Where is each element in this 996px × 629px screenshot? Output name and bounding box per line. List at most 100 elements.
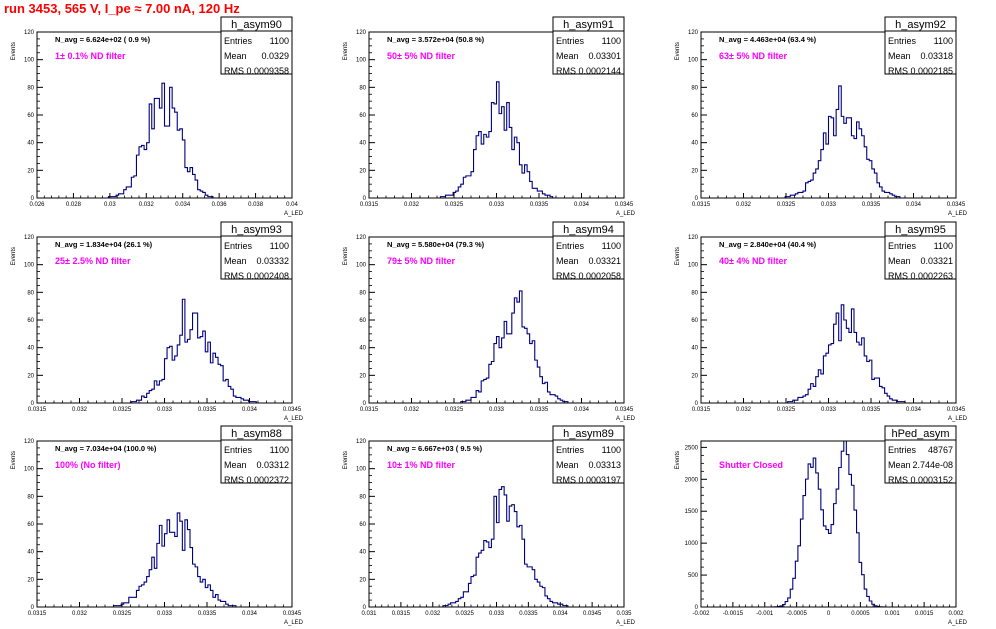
stats-mean-label: Mean <box>224 51 247 61</box>
x-tick-label: 0.0325 <box>113 611 132 617</box>
x-tick-label: 0.028 <box>66 202 82 208</box>
x-tick-label: 0.0335 <box>198 611 217 617</box>
y-tick-label: 60 <box>27 522 34 528</box>
x-tick-label: 0.033 <box>157 611 173 617</box>
histogram-panel-h_asym89: 0.031 0.0315 0.032 0.0325 0.033 0.0335 0.034 0.… <box>343 425 636 626</box>
x-tick-label: 0.034 <box>906 407 922 413</box>
x-tick-label: 0.04 <box>286 202 298 208</box>
y-tick-label: 100 <box>24 467 35 473</box>
y-tick-label: 20 <box>691 373 698 379</box>
stats-rms-value: 0.0002408 <box>246 271 289 281</box>
y-tick-label: 20 <box>359 577 366 583</box>
stats-entries-value: 1100 <box>602 241 621 251</box>
y-tick-label: 40 <box>691 346 698 352</box>
stats-entries-label: Entries <box>888 36 917 46</box>
x-tick-label: 0.0335 <box>198 407 217 413</box>
navg-label: N_avg = 4.463e+04 (63.4 %) <box>719 35 817 44</box>
histogram-line <box>37 82 292 199</box>
y-tick-label: 0 <box>695 401 699 407</box>
x-tick-label: 0.032 <box>736 202 752 208</box>
navg-label: N_avg = 1.834e+04 (26.1 %) <box>55 240 153 249</box>
stats-rms-label: RMS <box>224 475 244 485</box>
stats-rms-value: 0.0009358 <box>246 66 289 76</box>
x-axis-title: A_LED <box>284 211 304 217</box>
stats-mean-value: 0.03318 <box>920 51 953 61</box>
stats-box <box>220 425 293 484</box>
stats-entries-value: 1100 <box>934 241 953 251</box>
y-tick-label: 80 <box>27 290 34 296</box>
stats-entries-label: Entries <box>224 241 253 251</box>
y-tick-label: 100 <box>688 263 699 269</box>
histogram-name: h_asym94 <box>563 224 614 236</box>
x-tick-label: 0.0345 <box>583 611 602 617</box>
x-tick-label: 0.0315 <box>692 202 711 208</box>
navg-label: N_avg = 6.667e+03 ( 9.5 %) <box>387 444 483 453</box>
x-tick-label: 0.0345 <box>283 407 302 413</box>
x-tick-label: 0.034 <box>242 407 258 413</box>
histogram-name: h_asym91 <box>563 19 614 31</box>
x-tick-label: 0.033 <box>157 407 173 413</box>
filter-label: 100% (No filter) <box>55 460 121 470</box>
y-tick-label: 20 <box>359 168 366 174</box>
stats-mean-label: Mean <box>888 256 911 266</box>
x-tick-label: 0.0315 <box>360 407 379 413</box>
y-tick-label: 40 <box>27 346 34 352</box>
stats-box <box>552 16 625 75</box>
x-tick-label: 0.0325 <box>455 611 474 617</box>
x-tick-label: 0.0335 <box>530 407 549 413</box>
stats-entries-label: Entries <box>556 241 585 251</box>
x-axis-title: A_LED <box>616 211 636 217</box>
stats-mean-label: Mean <box>556 460 579 470</box>
x-tick-label: 0.036 <box>212 202 228 208</box>
y-tick-label: 20 <box>27 373 34 379</box>
filter-label: 63± 5% ND filter <box>719 51 787 61</box>
stats-box <box>220 16 293 75</box>
histogram-name: h_asym95 <box>895 224 946 236</box>
x-tick-label: 0.0345 <box>947 407 966 413</box>
x-tick-label: 0.0315 <box>692 407 711 413</box>
y-tick-label: 0 <box>31 196 35 202</box>
stats-mean-value: 2.744e-08 <box>912 460 953 470</box>
y-tick-label: 20 <box>691 168 698 174</box>
y-tick-label: 40 <box>359 141 366 147</box>
y-tick-label: 120 <box>24 235 35 241</box>
x-tick-label: 0.0335 <box>519 611 538 617</box>
y-tick-label: 100 <box>356 58 367 64</box>
stats-entries-label: Entries <box>224 445 253 455</box>
histogram-line <box>37 512 292 608</box>
y-tick-label: 40 <box>359 346 366 352</box>
y-tick-label: 100 <box>356 263 367 269</box>
y-tick-label: 2500 <box>685 445 699 451</box>
y-tick-label: 60 <box>691 318 698 324</box>
x-tick-label: -0.002 <box>692 611 710 617</box>
x-tick-label: 0.032 <box>72 407 88 413</box>
x-tick-label: 0.033 <box>489 407 505 413</box>
x-tick-label: 0.034 <box>574 407 590 413</box>
y-tick-label: 100 <box>24 58 35 64</box>
navg-label: N_avg = 6.624e+02 ( 0.9 %) <box>55 35 151 44</box>
y-tick-label: 60 <box>691 113 698 119</box>
y-tick-label: 100 <box>356 467 367 473</box>
y-axis-title: Events <box>11 451 17 469</box>
stats-entries-value: 48767 <box>928 445 953 455</box>
navg-label: N_avg = 5.580e+04 (79.3 %) <box>387 240 485 249</box>
stats-rms-value: 0.0003152 <box>910 475 953 485</box>
y-tick-label: 2000 <box>685 477 699 483</box>
stats-rms-label: RMS <box>224 271 244 281</box>
stats-mean-label: Mean <box>888 460 911 470</box>
x-tick-label: 0.034 <box>574 202 590 208</box>
x-tick-label: 0.033 <box>821 407 837 413</box>
x-tick-label: 0.0345 <box>615 202 634 208</box>
y-tick-label: 120 <box>24 439 35 445</box>
y-tick-label: 20 <box>359 373 366 379</box>
y-tick-label: 0 <box>31 401 35 407</box>
x-tick-label: 0 <box>827 611 831 617</box>
y-tick-label: 100 <box>688 58 699 64</box>
stats-mean-value: 0.03312 <box>256 460 289 470</box>
y-tick-label: 120 <box>688 235 699 241</box>
y-tick-label: 80 <box>27 494 34 500</box>
histogram-panel-h_asym95: 0.0315 0.032 0.0325 0.033 0.0335 0.034 0.0345 0… <box>675 221 968 422</box>
y-tick-label: 0 <box>31 605 35 611</box>
stats-rms-value: 0.0002144 <box>578 66 621 76</box>
y-axis-title: Events <box>675 451 681 469</box>
